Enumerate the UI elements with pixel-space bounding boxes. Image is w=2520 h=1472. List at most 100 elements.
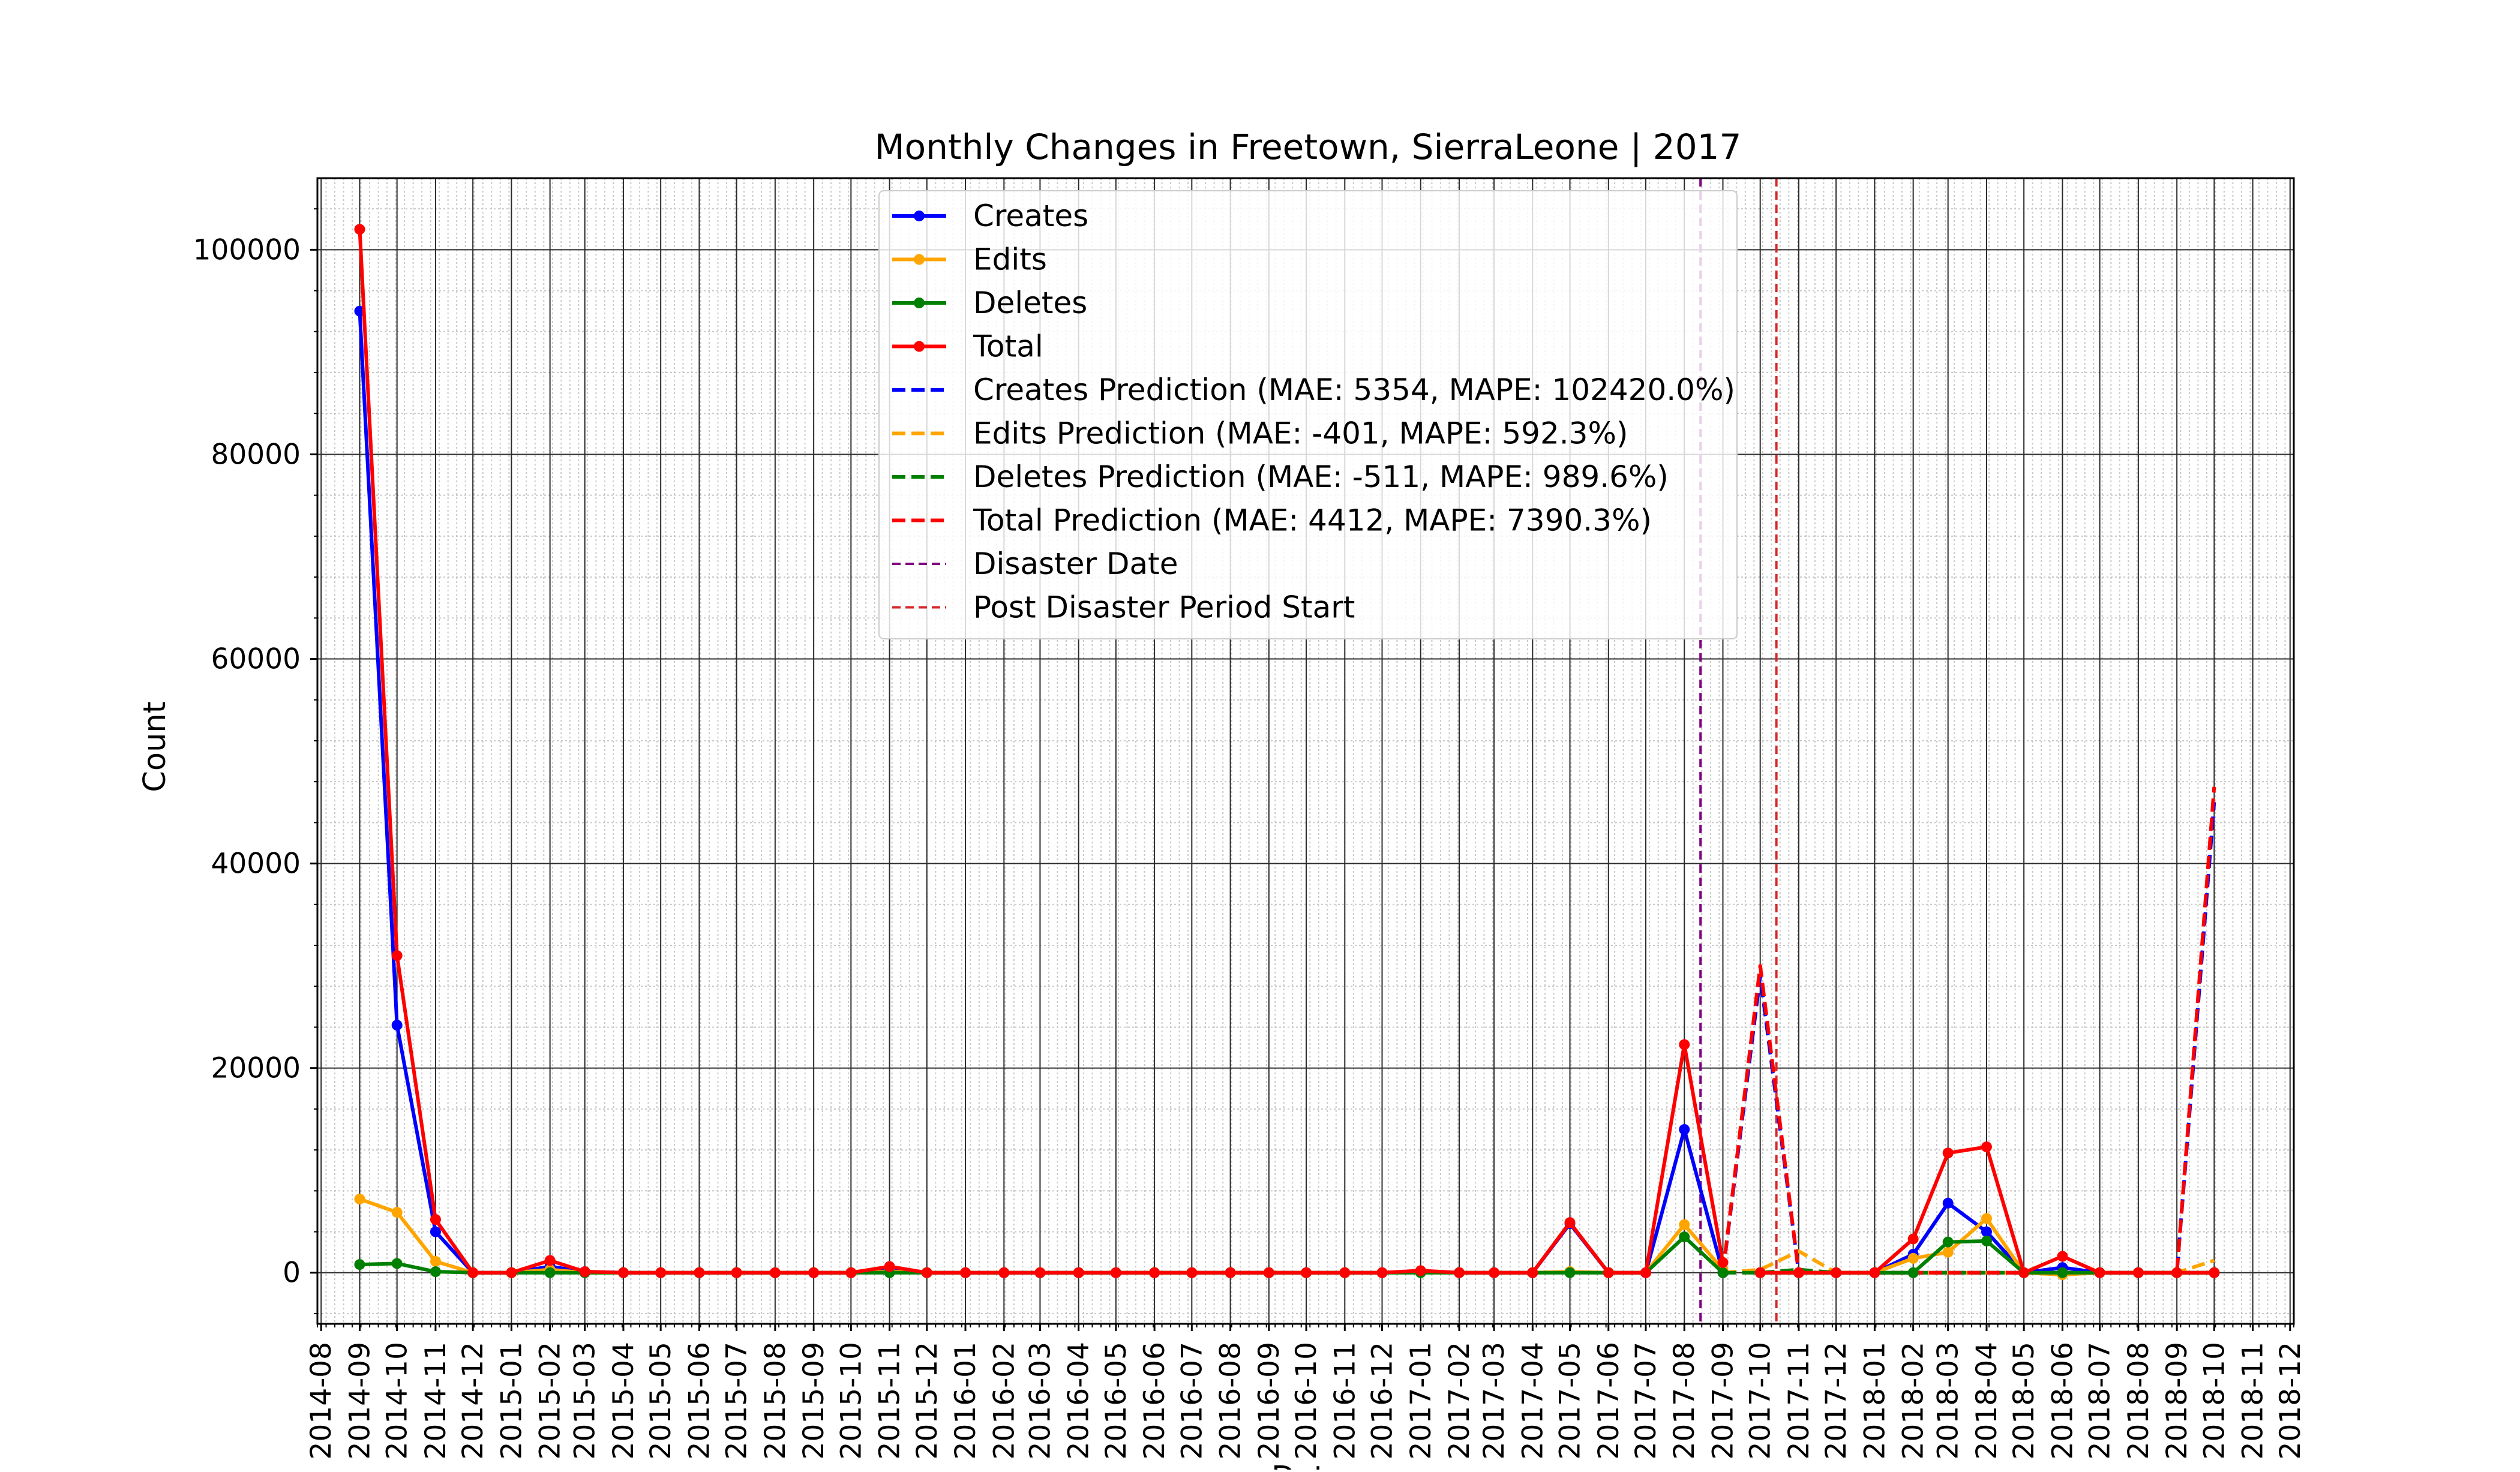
- legend-marker: [914, 254, 925, 265]
- x-tick-label: 2016-05: [1100, 1342, 1133, 1459]
- data-point: [1603, 1267, 1614, 1278]
- data-point: [1679, 1231, 1690, 1243]
- x-tick-label: 2014-08: [305, 1342, 338, 1459]
- x-tick-label: 2015-02: [534, 1342, 567, 1459]
- x-tick-label: 2017-05: [1554, 1342, 1587, 1459]
- y-tick-label: 60000: [211, 643, 301, 676]
- legend-entry: Edits: [892, 242, 1047, 277]
- data-point: [391, 1207, 403, 1218]
- y-axis-label: Count: [137, 701, 173, 792]
- data-point: [960, 1267, 971, 1278]
- series-total: [1754, 1141, 2220, 1278]
- x-tick-label: 2015-03: [569, 1342, 602, 1459]
- legend-box: [878, 190, 1738, 639]
- x-tick-label: 2018-04: [1970, 1342, 2003, 1459]
- data-point: [1942, 1197, 1954, 1209]
- data-point: [1149, 1267, 1160, 1278]
- data-point: [430, 1226, 441, 1237]
- series-edits-prediction: [1723, 1249, 2215, 1275]
- x-tick-label: 2017-08: [1668, 1342, 1701, 1459]
- data-point: [1186, 1267, 1198, 1278]
- x-tick-label: 2018-01: [1858, 1342, 1891, 1459]
- series-total-prediction: [1721, 786, 2216, 1275]
- x-tick-label: 2018-05: [2008, 1342, 2041, 1459]
- data-point: [1942, 1147, 1954, 1159]
- y-tick-label: 100000: [193, 233, 301, 266]
- data-point: [354, 1193, 365, 1204]
- x-tick-label: 2015-07: [721, 1342, 754, 1459]
- legend-label: Total: [973, 329, 1043, 364]
- grid: [317, 178, 2294, 1324]
- data-point: [467, 1267, 479, 1278]
- x-tick-label: 2014-10: [381, 1342, 414, 1459]
- x-tick-label: 2016-06: [1138, 1342, 1171, 1459]
- legend-entry: Total Prediction (MAE: 4412, MAPE: 7390.…: [892, 503, 1652, 538]
- data-point: [1454, 1267, 1465, 1278]
- x-tick-label: 2017-03: [1478, 1342, 1511, 1459]
- data-point: [1907, 1252, 1919, 1264]
- data-point: [921, 1267, 932, 1278]
- data-point: [655, 1267, 667, 1278]
- x-tick-label: 2018-03: [1932, 1342, 1965, 1459]
- data-point: [1793, 1267, 1804, 1278]
- x-tick-label: 2017-09: [1706, 1342, 1739, 1459]
- y-tick-label: 20000: [211, 1052, 301, 1085]
- x-tick-label: 2017-11: [1783, 1342, 1816, 1459]
- x-tick-label: 2017-01: [1405, 1342, 1438, 1459]
- x-tick-label: 2016-02: [988, 1342, 1021, 1459]
- chart-title: Monthly Changes in Freetown, SierraLeone…: [875, 127, 1742, 167]
- data-point: [354, 1259, 365, 1270]
- legend-label: Post Disaster Period Start: [973, 590, 1355, 625]
- data-point: [1034, 1267, 1046, 1278]
- x-tick-label: 2017-07: [1630, 1342, 1663, 1459]
- data-point: [1679, 1039, 1690, 1050]
- x-tick-label: 2015-05: [644, 1342, 677, 1459]
- series-line: [1723, 1249, 2215, 1275]
- legend-entry: Edits Prediction (MAE: -401, MAPE: 592.3…: [892, 416, 1628, 451]
- legend-label: Edits Prediction (MAE: -401, MAPE: 592.3…: [973, 416, 1628, 451]
- x-tick-label: 2015-11: [874, 1342, 907, 1459]
- data-point: [1717, 1267, 1729, 1278]
- x-tick-label: 2014-09: [343, 1342, 376, 1459]
- x-tick-label: 2014-12: [457, 1342, 490, 1459]
- data-point: [617, 1267, 629, 1278]
- x-tick-label: 2018-07: [2084, 1342, 2117, 1459]
- data-point: [2057, 1267, 2068, 1278]
- data-point: [544, 1255, 556, 1266]
- legend-label: Edits: [973, 242, 1047, 277]
- data-point: [506, 1267, 517, 1278]
- legend-label: Deletes: [973, 286, 1087, 320]
- data-point: [1263, 1267, 1274, 1278]
- data-point: [2171, 1267, 2183, 1278]
- data-point: [1717, 1257, 1729, 1268]
- data-point: [845, 1267, 857, 1278]
- data-series: [354, 224, 2220, 1281]
- series-line: [1721, 802, 2216, 1275]
- data-point: [1869, 1267, 1880, 1278]
- x-tick-label: 2015-12: [911, 1342, 944, 1459]
- x-tick-label: 2018-09: [2161, 1342, 2194, 1459]
- legend-entry: Creates: [892, 199, 1088, 233]
- x-tick-label: 2016-09: [1253, 1342, 1286, 1459]
- x-tick-label: 2015-10: [835, 1342, 868, 1459]
- series-line: [1721, 786, 2216, 1275]
- x-tick-label: 2017-02: [1443, 1342, 1476, 1459]
- legend-label: Deletes Prediction (MAE: -511, MAPE: 989…: [973, 459, 1669, 494]
- x-tick-label: 2018-10: [2198, 1342, 2231, 1459]
- x-tick-label: 2017-04: [1516, 1342, 1549, 1459]
- data-point: [2132, 1267, 2144, 1278]
- data-point: [1907, 1267, 1919, 1278]
- x-tick-label: 2015-06: [683, 1342, 716, 1459]
- data-point: [1981, 1235, 1992, 1246]
- data-point: [2057, 1251, 2068, 1262]
- x-tick-label: 2016-04: [1063, 1342, 1096, 1459]
- x-tick-label: 2016-11: [1328, 1342, 1361, 1459]
- x-tick-label: 2017-12: [1820, 1342, 1853, 1459]
- y-tick-label: 0: [283, 1257, 301, 1290]
- data-point: [769, 1267, 781, 1278]
- data-point: [430, 1214, 441, 1225]
- x-tick-label: 2016-01: [949, 1342, 982, 1459]
- data-point: [1489, 1267, 1500, 1278]
- x-tick-label: 2018-12: [2274, 1342, 2307, 1459]
- x-tick-label: 2018-02: [1897, 1342, 1930, 1459]
